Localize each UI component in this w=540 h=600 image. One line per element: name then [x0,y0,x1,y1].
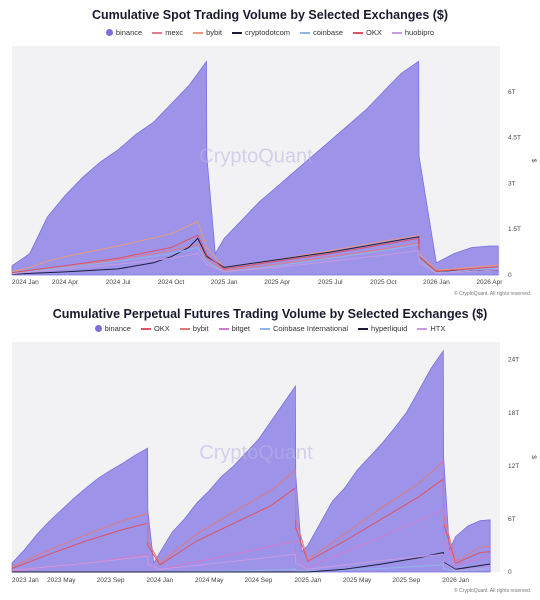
legend-label: bybit [206,28,222,37]
series-line-okx [11,234,499,274]
legend-item[interactable]: huobipro [391,28,435,37]
chart-legend: binance OKX bybit bitget Coinbase Internatio… [0,324,540,333]
legend-label: binance [104,324,131,333]
legend-label: cryptodotcom [244,28,290,37]
x-tick-label: 2024 Apr [52,279,79,286]
series-area-binance [11,349,491,573]
legend-label: hyperliquid [371,324,408,333]
legend-label: OKX [153,324,170,333]
x-tick-label: 2023 Sep [97,577,125,584]
legend-label: Coinbase International [272,324,349,333]
x-tick-label: 2023 Jan [12,577,39,584]
x-tick-label: 2024 Oct [158,279,185,286]
watermark: CryptoQuant [199,442,313,464]
copyright-notice: © CryptoQuant. All rights reserved. [454,588,532,594]
legend-label: binance [115,28,143,37]
chart-legend: binance mexc bybit cryptodotcom coinbase OKX h… [0,28,540,37]
x-tick-label: 2025 Sep [392,577,420,584]
legend-label: HTX [430,324,446,333]
series-line-huobipro [11,250,499,275]
legend-swatch [105,29,113,36]
legend-swatch [193,31,204,34]
series-line-bybit [11,460,491,568]
x-tick-label: 2025 Jan [211,279,238,286]
x-tick-label: 2026 Jan [442,577,469,584]
legend-swatch [152,31,163,34]
legend-swatch [417,327,428,330]
x-tick-label: 2025 May [343,577,372,584]
x-tick-label: 2025 Jan [294,577,321,584]
legend-item[interactable]: OKX [353,28,382,37]
legend-swatch [353,31,364,34]
legend-swatch [179,327,190,330]
x-tick-label: 2024 Jan [12,279,39,286]
y-tick-label: 0 [508,569,512,576]
x-tick-label: 2024 Jul [106,279,131,286]
legend-swatch [218,327,229,330]
legend-label: OKX [366,28,382,37]
series-area-binance [11,60,499,276]
legend-label: mexc [165,28,184,37]
series-line-coinbase [11,243,499,274]
legend-item[interactable]: mexc [152,28,183,37]
y-tick-label: 1.5T [508,226,521,233]
legend-swatch [140,327,151,330]
legend-item[interactable]: HTX [417,324,445,333]
y-tick-label: 18T [508,410,519,417]
legend-swatch [391,31,402,34]
x-tick-label: 2023 May [47,577,76,584]
chart-title: Cumulative Spot Trading Volume by Select… [91,8,449,22]
legend-swatch [94,325,102,332]
x-tick-label: 2026 Apr [476,279,503,286]
x-tick-label: 2025 Jul [318,279,343,286]
y-unit-label: $ [530,455,537,459]
y-tick-label: 6T [508,516,516,523]
series-line-coinbase-international [12,564,491,573]
legend-label: bitget [231,324,250,333]
x-tick-label: 2025 Apr [264,279,291,286]
x-tick-label: 2026 Jan [423,279,450,286]
y-tick-label: 4.5T [508,135,521,142]
legend-label: huobipro [404,28,435,37]
chart-title: Cumulative Perpetual Futures Trading Vol… [52,307,488,321]
legend-item[interactable]: binance [105,28,143,37]
legend-item[interactable]: cryptodotcom [231,28,290,37]
legend-label: coinbase [313,28,344,37]
legend-item[interactable]: bitget [218,324,250,333]
y-tick-label: 6T [508,89,516,96]
legend-item[interactable]: OKX [140,324,170,333]
futures-volume-chart: CryptoQuant 0 6T 12T 18T 24T $2023 Jan 2023 May… [11,342,537,584]
legend-item[interactable]: binance [94,324,131,333]
series-line-htx [11,553,491,571]
y-tick-label: 0 [508,272,512,279]
y-unit-label: $ [530,159,537,163]
legend-swatch [231,31,242,34]
x-tick-label: 2024 Jan [147,577,174,584]
legend-item[interactable]: coinbase [300,28,343,37]
y-tick-label: 24T [508,357,519,364]
y-tick-label: 12T [508,463,519,470]
futures-volume-panel: Cumulative Perpetual Futures Trading Vol… [0,300,540,600]
legend-item[interactable]: bybit [179,324,209,333]
y-tick-label: 3T [508,180,516,187]
legend-swatch [358,327,369,330]
spot-volume-chart: CryptoQuant 0 1.5T 3T 4.5T 6T $2024 Jan 2024 Ap… [11,46,537,286]
legend-item[interactable]: hyperliquid [358,324,407,333]
legend-swatch [300,31,310,34]
series-line-hyperliquid [12,551,491,573]
spot-volume-panel: Cumulative Spot Trading Volume by Select… [0,8,540,297]
x-tick-label: 2024 May [195,577,224,584]
legend-swatch [259,327,270,330]
x-tick-label: 2025 Oct [370,279,397,286]
legend-item[interactable]: Coinbase International [259,324,349,333]
legend-label: bybit [192,324,209,333]
copyright-notice: © CryptoQuant. All rights reserved. [454,291,532,297]
watermark: CryptoQuant [199,146,313,168]
x-tick-label: 2024 Sep [245,577,273,584]
legend-item[interactable]: bybit [193,28,222,37]
